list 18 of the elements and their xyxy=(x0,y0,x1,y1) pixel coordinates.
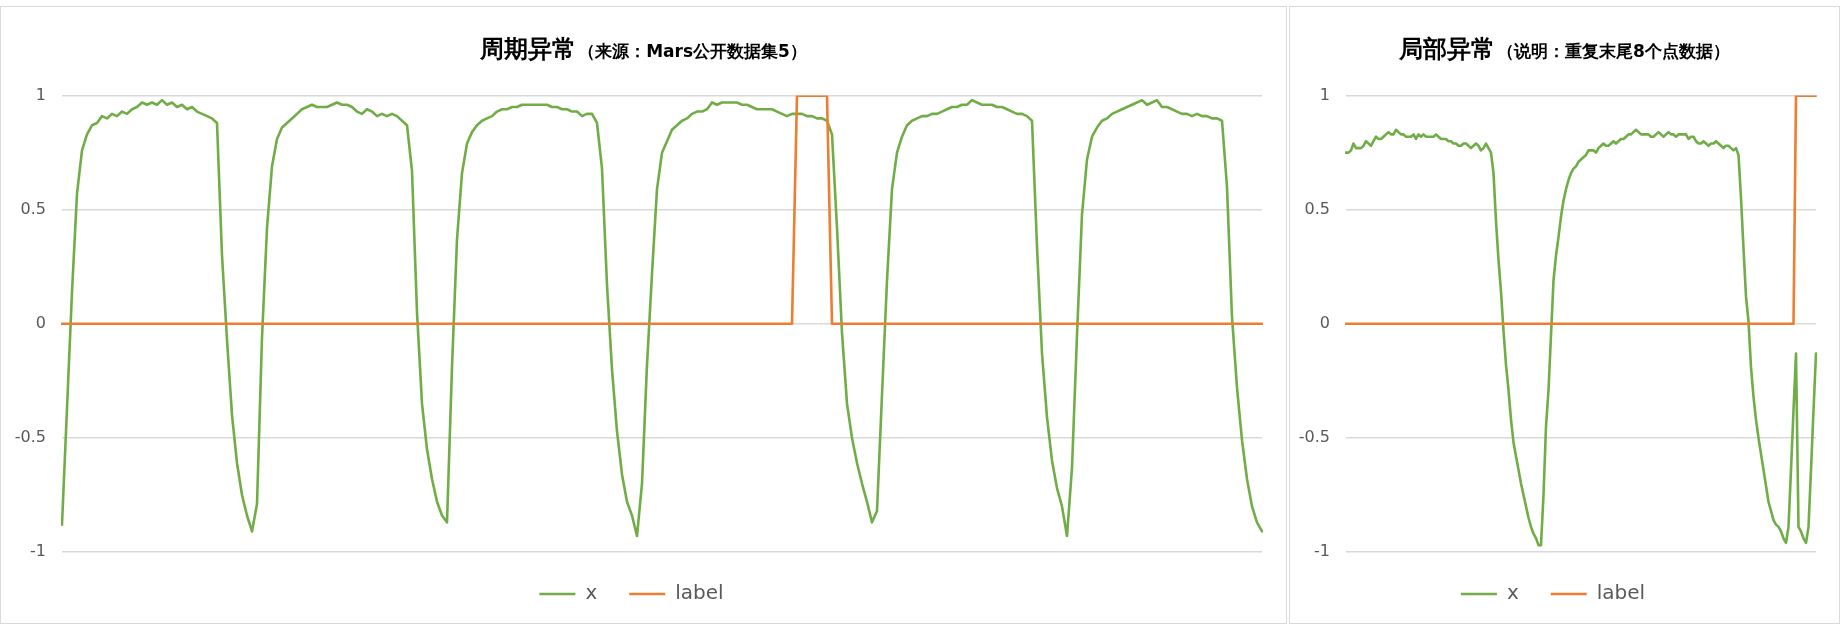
chart-title: 周期异常 xyxy=(480,34,577,65)
legend-label: x xyxy=(585,580,598,605)
legend-label: label xyxy=(1596,580,1646,605)
chart-subtitle: （说明：重复末尾8个点数据） xyxy=(1497,40,1730,63)
legend-label: x xyxy=(1506,580,1519,605)
y-tick-label: -0.5 xyxy=(14,427,46,447)
y-tick-label: -0.5 xyxy=(1298,427,1330,447)
y-tick-label: 0 xyxy=(35,312,46,332)
y-tick-label: 1 xyxy=(35,84,46,104)
chart-title: 局部异常 xyxy=(1399,34,1496,65)
y-tick-label: 0.5 xyxy=(1304,198,1330,218)
y-tick-label: 1 xyxy=(1319,84,1330,104)
chart-subtitle: （来源：Mars公开数据集5） xyxy=(578,40,807,63)
y-tick-label: 0.5 xyxy=(20,198,46,218)
y-tick-label: 0 xyxy=(1319,312,1330,332)
y-tick-label: -1 xyxy=(1314,541,1330,561)
legend-label: label xyxy=(675,580,724,605)
y-tick-label: -1 xyxy=(30,541,46,561)
